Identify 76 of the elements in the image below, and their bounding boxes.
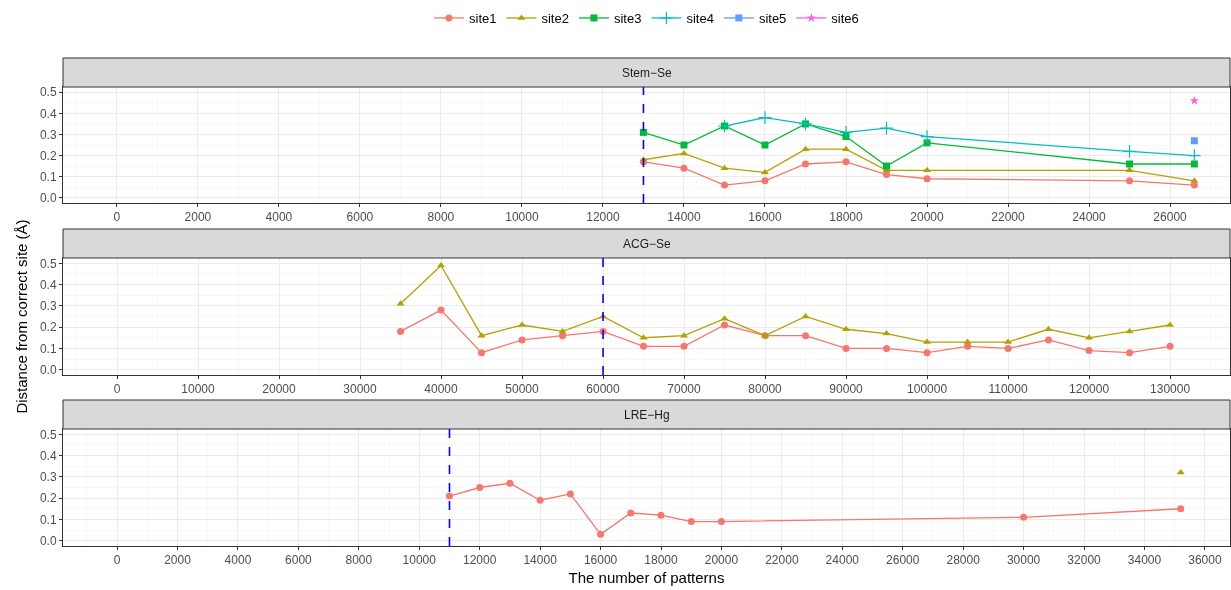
y-tick-label: 0.3 xyxy=(39,299,57,314)
y-tick-label: 0.1 xyxy=(39,341,57,356)
y-tick-label: 0.4 xyxy=(39,106,57,121)
x-tick-label: 8000 xyxy=(345,553,373,568)
legend-label: site6 xyxy=(831,11,859,27)
y-tick-label: 0.2 xyxy=(39,320,57,335)
x-tick-label: 10000 xyxy=(505,210,539,225)
x-tick-label: 36000 xyxy=(1188,553,1222,568)
x-tick-label: 14000 xyxy=(667,210,701,225)
x-tick-label: 40000 xyxy=(424,382,459,397)
x-tick-label: 120000 xyxy=(1069,382,1110,397)
x-tick-label: 18000 xyxy=(829,210,864,225)
x-tick-label: 70000 xyxy=(667,382,702,397)
x-tick-label: 26000 xyxy=(886,553,920,568)
x-tick-label: 14000 xyxy=(523,553,558,568)
y-tick-label: 0.0 xyxy=(39,533,57,548)
x-tick-label: 2000 xyxy=(184,210,212,225)
x-tick-label: 10000 xyxy=(181,382,216,397)
y-tick-label: 0.0 xyxy=(39,362,57,377)
x-tick-label: 110000 xyxy=(988,382,1028,397)
legend-label: site4 xyxy=(686,11,714,27)
x-tick-label: 80000 xyxy=(748,382,783,397)
legend-label: site5 xyxy=(758,11,787,27)
x-axis-title: The number of patterns xyxy=(568,569,725,587)
legend-label: site2 xyxy=(541,11,569,27)
x-tick-label: 10000 xyxy=(402,553,437,568)
x-tick-label: 90000 xyxy=(829,382,864,397)
chart-title: Stem−Se xyxy=(622,66,673,80)
x-tick-label: 18000 xyxy=(644,553,679,568)
x-tick-label: 0 xyxy=(113,382,121,397)
x-tick-label: 100000 xyxy=(907,382,948,397)
y-tick-label: 0.5 xyxy=(39,427,57,442)
x-tick-label: 4000 xyxy=(265,210,293,225)
x-tick-label: 6000 xyxy=(346,210,374,225)
y-tick-label: 0.0 xyxy=(39,190,57,205)
x-tick-label: 16000 xyxy=(748,210,782,225)
x-tick-label: 32000 xyxy=(1067,553,1102,568)
x-tick-label: 8000 xyxy=(427,210,455,225)
y-tick-label: 0.5 xyxy=(39,85,57,100)
x-tick-label: 26000 xyxy=(1153,210,1188,225)
legend-label: site1 xyxy=(469,11,497,27)
x-tick-label: 20000 xyxy=(910,210,945,225)
y-tick-label: 0.3 xyxy=(39,470,57,485)
y-tick-label: 0.3 xyxy=(39,127,57,142)
legend-label: site3 xyxy=(613,11,642,27)
x-tick-label: 4000 xyxy=(224,553,252,568)
x-tick-label: 24000 xyxy=(1072,210,1107,225)
y-axis-title: Distance from correct site (Å) xyxy=(13,219,31,414)
x-tick-label: 24000 xyxy=(825,553,860,568)
y-tick-label: 0.2 xyxy=(39,148,57,163)
y-tick-label: 0.1 xyxy=(39,512,57,527)
y-tick-label: 0.2 xyxy=(39,491,57,506)
y-tick-label: 0.1 xyxy=(39,169,57,184)
x-tick-label: 0 xyxy=(113,553,121,568)
x-tick-label: 34000 xyxy=(1127,553,1162,568)
x-tick-label: 2000 xyxy=(164,553,192,568)
x-tick-label: 12000 xyxy=(463,553,497,568)
x-tick-label: 22000 xyxy=(991,210,1026,225)
x-tick-label: 60000 xyxy=(586,382,621,397)
x-tick-label: 50000 xyxy=(505,382,540,397)
y-tick-label: 0.4 xyxy=(39,277,57,292)
x-tick-label: 130000 xyxy=(1150,382,1191,397)
x-tick-label: 12000 xyxy=(586,210,620,225)
x-tick-label: 30000 xyxy=(1006,553,1041,568)
x-tick-label: 20000 xyxy=(262,382,297,397)
y-tick-label: 0.4 xyxy=(39,448,57,463)
chart-title: ACG−Se xyxy=(623,237,672,251)
y-tick-label: 0.5 xyxy=(39,256,57,271)
x-tick-label: 22000 xyxy=(765,553,799,568)
x-tick-label: 6000 xyxy=(285,553,313,568)
x-tick-label: 28000 xyxy=(946,553,981,568)
x-tick-label: 20000 xyxy=(704,553,739,568)
x-tick-label: 0 xyxy=(113,210,121,225)
x-tick-label: 30000 xyxy=(343,382,378,397)
chart-title: LRE−Hg xyxy=(624,408,670,422)
x-tick-label: 16000 xyxy=(583,553,618,568)
